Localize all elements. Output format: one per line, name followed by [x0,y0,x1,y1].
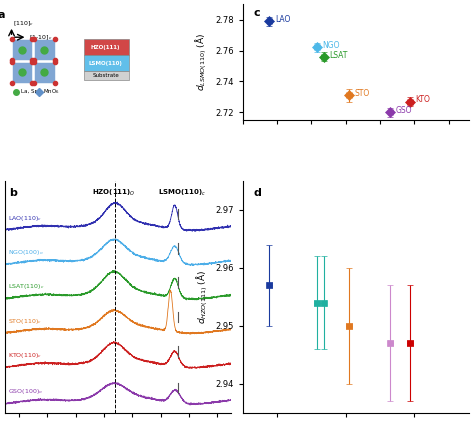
FancyBboxPatch shape [11,40,32,60]
Text: GSO(100)$_o$: GSO(100)$_o$ [8,387,43,397]
Text: STO(110)$_c$: STO(110)$_c$ [8,317,42,326]
Text: LSAT(110)$_c$: LSAT(110)$_c$ [8,282,44,291]
Text: a: a [0,10,5,20]
Text: NGO(100)$_o$: NGO(100)$_o$ [8,248,43,257]
Text: NGO: NGO [322,41,340,51]
FancyBboxPatch shape [84,40,129,55]
FancyBboxPatch shape [84,71,129,80]
Text: 20 nm: 20 nm [133,61,148,67]
Text: b: b [9,188,17,198]
Text: STO: STO [355,89,370,98]
Y-axis label: $d_{LSMO(110)}$ (Å): $d_{LSMO(110)}$ (Å) [194,33,210,91]
Text: MnO$_6$: MnO$_6$ [43,87,60,96]
Text: HZO(111)$_O$: HZO(111)$_O$ [92,188,136,198]
Text: d: d [254,188,262,198]
FancyBboxPatch shape [11,62,32,83]
FancyBboxPatch shape [84,55,129,71]
Text: KTO: KTO [416,96,430,104]
Text: Substrate: Substrate [92,73,119,78]
Text: GSO: GSO [396,106,412,115]
Text: 10 nm: 10 nm [133,45,148,51]
Text: c: c [254,8,261,18]
FancyBboxPatch shape [34,62,55,83]
Text: LSMO(110)$_c$: LSMO(110)$_c$ [158,188,206,198]
Text: LSAT: LSAT [329,51,347,60]
Text: [1-10]$_c$: [1-10]$_c$ [28,33,52,42]
Text: LAO: LAO [275,15,290,24]
Text: HZO(111): HZO(111) [91,45,120,50]
Text: [110]$_c$: [110]$_c$ [13,19,34,28]
Text: La, Sr: La, Sr [20,89,36,94]
Text: LSMO(110): LSMO(110) [89,61,122,66]
Y-axis label: $d_{HZO(111)}$ (Å): $d_{HZO(111)}$ (Å) [194,269,210,324]
Text: LAO(110)$_c$: LAO(110)$_c$ [8,214,41,223]
Text: KTO(110)$_c$: KTO(110)$_c$ [8,351,42,360]
FancyBboxPatch shape [34,40,55,60]
